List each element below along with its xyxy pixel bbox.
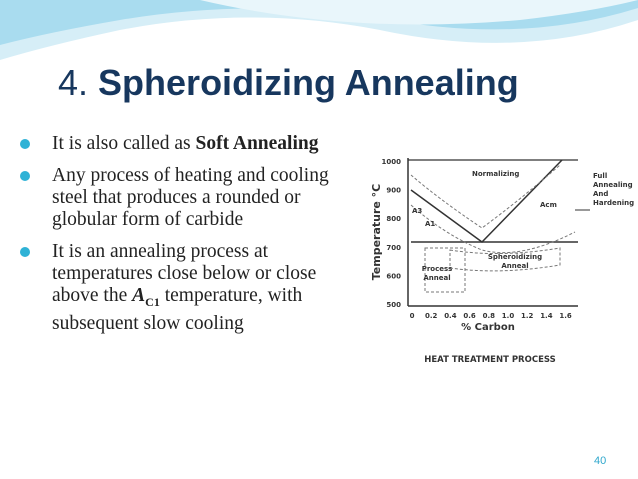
- full-anneal-band: [410, 204, 576, 254]
- spheroidizing-band: [449, 247, 561, 272]
- bullet: Any process of heating and cooling steel…: [20, 165, 352, 231]
- label: A3: [412, 207, 422, 215]
- symbol: A: [132, 285, 146, 306]
- title-text: Spheroidizing Annealing: [98, 62, 519, 103]
- process-band: [424, 247, 466, 293]
- wave: [200, 0, 638, 25]
- bullet: It is an annealing process at temperatur…: [20, 241, 352, 335]
- text: Any process of heating and cooling steel…: [52, 165, 329, 230]
- labels: FullAnnealingAndHardeningSpheroidizingAn…: [422, 172, 634, 282]
- x-tick-label: 0: [410, 312, 415, 320]
- ticks: 1000 900 800 700 600 500 0 0.2 0.4 0.6 0.8 1.0 1.2 1.…: [382, 158, 572, 320]
- label: Process: [422, 265, 453, 273]
- x-tick-label: 1.4: [540, 312, 553, 320]
- bullet-list: It is also called as Soft Annealing Any …: [20, 133, 350, 345]
- title-number: 4.: [58, 62, 89, 103]
- text: It is an annealing process at temperatur…: [52, 241, 317, 306]
- subscript: C1: [145, 294, 160, 309]
- y-tick-label: 1000: [382, 158, 402, 166]
- x-tick-label: 1.0: [502, 312, 515, 320]
- y-tick-label: 600: [386, 272, 401, 280]
- label: Normalizing: [472, 170, 519, 178]
- bullet: It is also called as Soft Annealing: [20, 133, 352, 155]
- x-tick-label: 1.2: [521, 312, 534, 320]
- label: Spheroidizing: [488, 253, 542, 261]
- label: Anneal: [501, 262, 528, 270]
- x-tick-label: 0.4: [444, 312, 457, 320]
- normalizing-band: [410, 164, 561, 229]
- x-tick-label: 0.6: [463, 312, 476, 320]
- title: 4. Spheroidizing Annealing: [58, 62, 519, 104]
- label: Hardening: [593, 199, 634, 207]
- label: Annealing: [593, 181, 633, 189]
- x-label: % Carbon: [461, 322, 515, 333]
- y-tick-label: 800: [386, 215, 401, 223]
- y-tick-label: 900: [386, 187, 401, 195]
- label: And: [593, 190, 608, 198]
- text: temperature, with subsequent slow coolin…: [52, 285, 303, 334]
- label: Full: [593, 172, 607, 180]
- y-label: Temperature °C: [370, 184, 383, 281]
- x-tick-label: 0.2: [425, 312, 438, 320]
- label: Acm: [540, 201, 557, 209]
- caption: HEAT TREATMENT PROCESS: [424, 355, 556, 365]
- label: A1: [425, 220, 435, 228]
- label: Anneal: [423, 274, 450, 282]
- x-tick-label: 1.6: [559, 312, 572, 320]
- y-tick-label: 700: [386, 244, 401, 252]
- page-number: 40: [594, 455, 607, 467]
- x-tick-label: 0.8: [483, 312, 496, 320]
- y-tick-label: 500: [386, 301, 401, 309]
- text: It is also called as: [52, 133, 196, 154]
- text: Soft Annealing: [195, 133, 319, 154]
